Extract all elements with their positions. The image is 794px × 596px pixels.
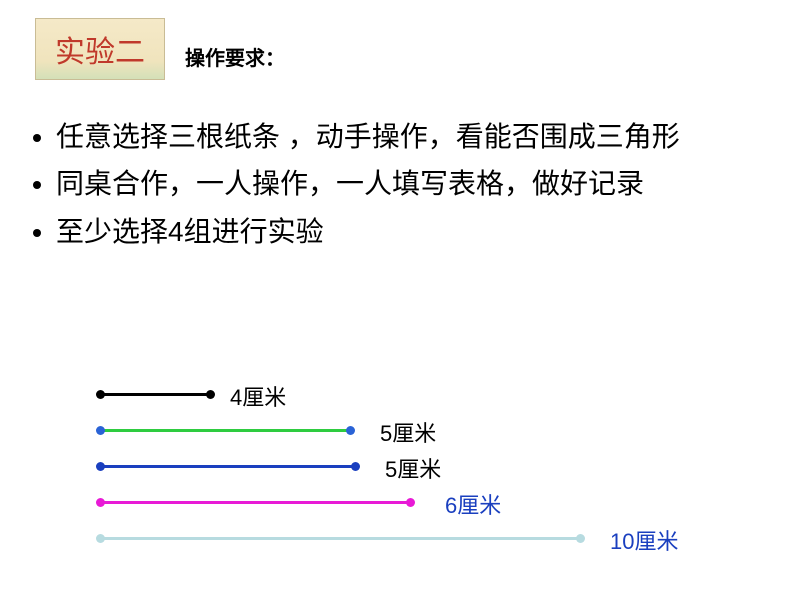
segment-line bbox=[100, 501, 410, 504]
instruction-item: 同桌合作，一人操作，一人填写表格，做好记录 bbox=[56, 162, 728, 205]
experiment-badge: 实验二 bbox=[35, 18, 165, 80]
segment-10cm: 10厘米 bbox=[100, 524, 720, 554]
segment-5cm-green: 5厘米 bbox=[100, 416, 720, 446]
segment-5cm-blue: 5厘米 bbox=[100, 452, 720, 482]
segment-endcap-left bbox=[96, 390, 105, 399]
instruction-item: 任意选择三根纸条 ，动手操作，看能否围成三角形 bbox=[56, 115, 728, 158]
segment-label: 5厘米 bbox=[380, 416, 436, 448]
segment-line bbox=[100, 429, 350, 432]
segment-line bbox=[100, 393, 210, 396]
segment-endcap-left bbox=[96, 498, 105, 507]
segment-endcap-right bbox=[351, 462, 360, 471]
segment-label: 10厘米 bbox=[610, 524, 678, 556]
segment-endcap-right bbox=[206, 390, 215, 399]
segment-6cm: 6厘米 bbox=[100, 488, 720, 518]
requirement-label: 操作要求： bbox=[185, 42, 285, 71]
segment-label: 6厘米 bbox=[445, 488, 501, 520]
instruction-item: 至少选择4组进行实验 bbox=[56, 210, 728, 253]
segment-endcap-right bbox=[576, 534, 585, 543]
instruction-list: 任意选择三根纸条 ，动手操作，看能否围成三角形 同桌合作，一人操作，一人填写表格… bbox=[28, 115, 728, 257]
segment-endcap-right bbox=[406, 498, 415, 507]
segment-line bbox=[100, 465, 355, 468]
segment-label: 5厘米 bbox=[385, 452, 441, 484]
segment-label: 4厘米 bbox=[230, 380, 286, 412]
segments-diagram: 4厘米 5厘米 5厘米 6厘米 10厘米 bbox=[100, 380, 720, 560]
segment-endcap-right bbox=[346, 426, 355, 435]
segment-endcap-left bbox=[96, 462, 105, 471]
segment-4cm: 4厘米 bbox=[100, 380, 720, 410]
experiment-badge-text: 实验二 bbox=[55, 27, 145, 71]
segment-endcap-left bbox=[96, 534, 105, 543]
segment-endcap-left bbox=[96, 426, 105, 435]
segment-line bbox=[100, 537, 580, 540]
